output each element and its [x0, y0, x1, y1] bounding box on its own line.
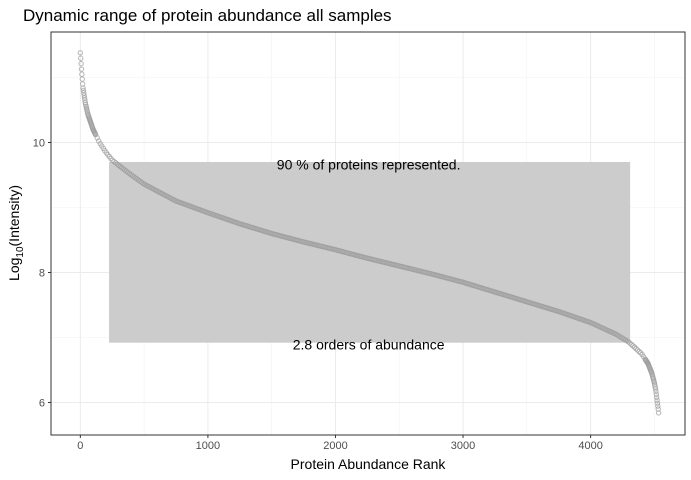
x-axis-ticks: 0 1000 2000 3000 4000: [77, 435, 603, 452]
data-point: [627, 340, 633, 346]
data-point: [655, 403, 661, 409]
data-point: [654, 400, 661, 406]
x-tick-label: 3000: [451, 440, 475, 452]
data-point: [652, 386, 659, 392]
data-point: [654, 397, 660, 403]
data-point: [655, 410, 662, 416]
x-tick-label: 4000: [578, 440, 602, 452]
y-tick-label: 8: [39, 268, 45, 280]
plot-border: [50, 31, 686, 436]
data-point: [653, 388, 659, 395]
data-point: [96, 138, 102, 144]
y-axis-ticks: 6 8 10: [33, 138, 51, 410]
data-point: [80, 87, 87, 94]
data-point: [630, 343, 636, 349]
y-axis-label-main: Log: [6, 258, 22, 281]
data-points: [77, 50, 662, 416]
data-point: [653, 394, 660, 400]
data-point: [633, 345, 639, 352]
annotation-orders-of-abundance: 2.8 orders of abundance: [293, 337, 445, 353]
x-tick-label: 1000: [196, 440, 220, 452]
data-point: [80, 85, 86, 91]
chart-title: Dynamic range of protein abundance all s…: [23, 6, 392, 25]
data-point: [78, 61, 84, 67]
data-point: [634, 347, 641, 353]
data-point: [81, 95, 88, 101]
annotation-proteins-represented: 90 % of proteins represented.: [277, 157, 461, 173]
data-point: [636, 348, 642, 355]
data-point: [81, 90, 87, 96]
data-point: [653, 391, 659, 398]
x-axis-label: Protein Abundance Rank: [291, 456, 447, 472]
y-tick-label: 10: [33, 138, 45, 150]
y-tick-label: 6: [39, 398, 45, 410]
data-point: [77, 50, 84, 56]
y-axis-label: Log10(Intensity): [6, 185, 26, 281]
data-point: [628, 341, 635, 348]
data-point: [79, 76, 85, 82]
highlight-range-box: [109, 162, 631, 343]
data-point: [631, 344, 638, 350]
y-axis-label-subscript: 10: [15, 246, 26, 258]
data-point: [79, 71, 85, 77]
data-point: [78, 55, 84, 61]
data-point: [78, 66, 85, 72]
x-tick-label: 2000: [323, 440, 347, 452]
x-tick-label: 0: [77, 440, 83, 452]
y-axis-label-rest: (Intensity): [6, 185, 22, 246]
data-point: [81, 92, 87, 99]
